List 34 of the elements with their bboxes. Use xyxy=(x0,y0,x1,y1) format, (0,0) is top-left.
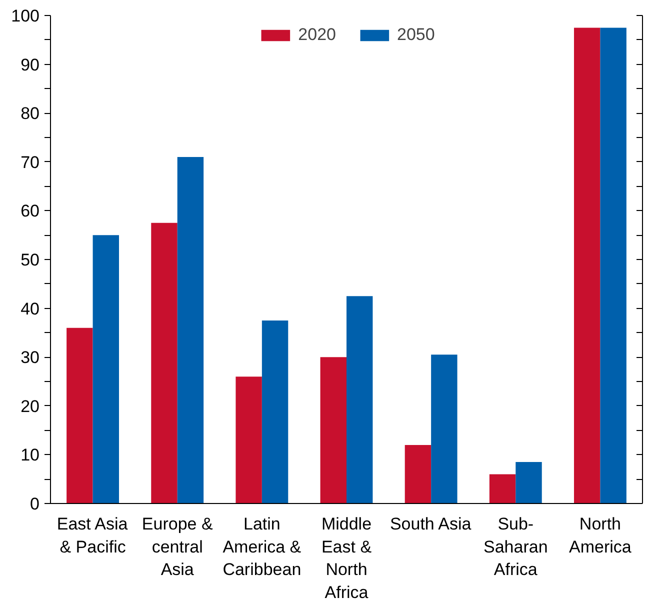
bar xyxy=(92,235,120,504)
y-tick-label: 80 xyxy=(20,104,40,124)
bar xyxy=(489,474,516,504)
bar xyxy=(600,28,626,504)
bar xyxy=(346,296,373,504)
x-tick-label: Sub-Saharan Africa xyxy=(484,514,548,580)
bar xyxy=(177,157,204,504)
y-tick-label: 10 xyxy=(20,446,40,465)
y-tick-label: 90 xyxy=(20,55,40,74)
legend-label: 2050 xyxy=(397,25,435,45)
bar xyxy=(151,222,178,504)
y-tick-label: 70 xyxy=(20,152,40,172)
legend-label: 2020 xyxy=(298,25,336,45)
x-tick-label: Europe & central Asia xyxy=(142,514,214,580)
bar xyxy=(574,28,600,504)
y-tick-label: 20 xyxy=(20,396,40,416)
x-tick-label: Latin America & Caribbean xyxy=(222,514,302,580)
y-tick-label: 40 xyxy=(20,299,40,318)
x-tick-label: East Asia & Pacific xyxy=(56,514,128,556)
bar xyxy=(431,354,458,504)
y-tick-label: 60 xyxy=(20,202,40,221)
bar xyxy=(66,328,93,504)
x-tick-label: North America xyxy=(569,514,632,556)
bar xyxy=(236,376,262,504)
bar xyxy=(262,320,288,504)
x-tick-label: South Asia xyxy=(390,514,472,534)
bar xyxy=(404,444,432,504)
y-tick-label: 0 xyxy=(30,494,40,514)
bar xyxy=(516,462,542,504)
x-tick-label: Middle East & North Africa xyxy=(321,514,372,602)
bar xyxy=(320,357,346,504)
y-tick-label: 30 xyxy=(20,348,40,368)
y-tick-label: 100 xyxy=(11,6,40,26)
y-tick-label: 50 xyxy=(20,250,40,270)
